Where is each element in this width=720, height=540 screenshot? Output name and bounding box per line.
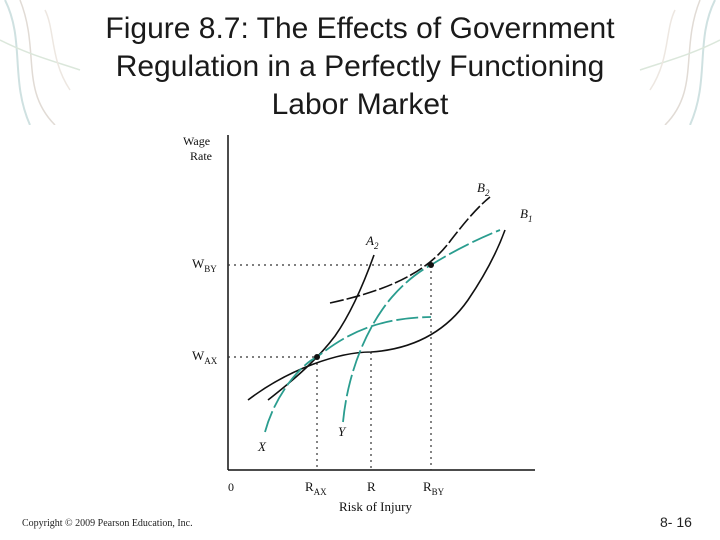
label-x: X <box>257 439 267 454</box>
decorative-corner-art-left <box>0 0 81 125</box>
slide-number: 8- 16 <box>660 514 692 530</box>
curve-a2 <box>267 254 375 401</box>
x-axis-label: Risk of Injury <box>339 499 412 514</box>
point-ax <box>314 354 320 360</box>
origin-label: 0 <box>228 480 234 494</box>
slide-title-line-3: Labor Market <box>271 88 449 121</box>
label-r: R <box>367 479 376 494</box>
label-w-ax: WAX <box>192 348 218 366</box>
curve-teal-y <box>342 229 501 423</box>
label-b1: B1 <box>520 206 532 224</box>
y-axis-label-line-1: Wage <box>183 134 210 148</box>
curve-b2 <box>329 196 491 304</box>
decorative-corner-art-right <box>639 0 720 125</box>
point-by <box>428 262 434 268</box>
label-a2: A2 <box>365 233 379 251</box>
slide-title: Figure 8.7: The Effects of Government Re… <box>60 10 660 124</box>
curve-b1 <box>247 229 506 401</box>
label-w-by: WBY <box>192 256 217 274</box>
label-r-ax: RAX <box>305 479 327 497</box>
slide-title-line-2: Regulation in a Perfectly Functioning <box>115 50 605 83</box>
label-y: Y <box>338 424 347 439</box>
y-axis-label-line-2: Rate <box>190 149 212 163</box>
slide-title-line-1: Figure 8.7: The Effects of Government <box>105 12 615 45</box>
label-r-by: RBY <box>423 479 445 497</box>
copyright-notice: Copyright © 2009 Pearson Education, Inc. <box>22 518 193 529</box>
label-b2: B2 <box>477 180 490 198</box>
